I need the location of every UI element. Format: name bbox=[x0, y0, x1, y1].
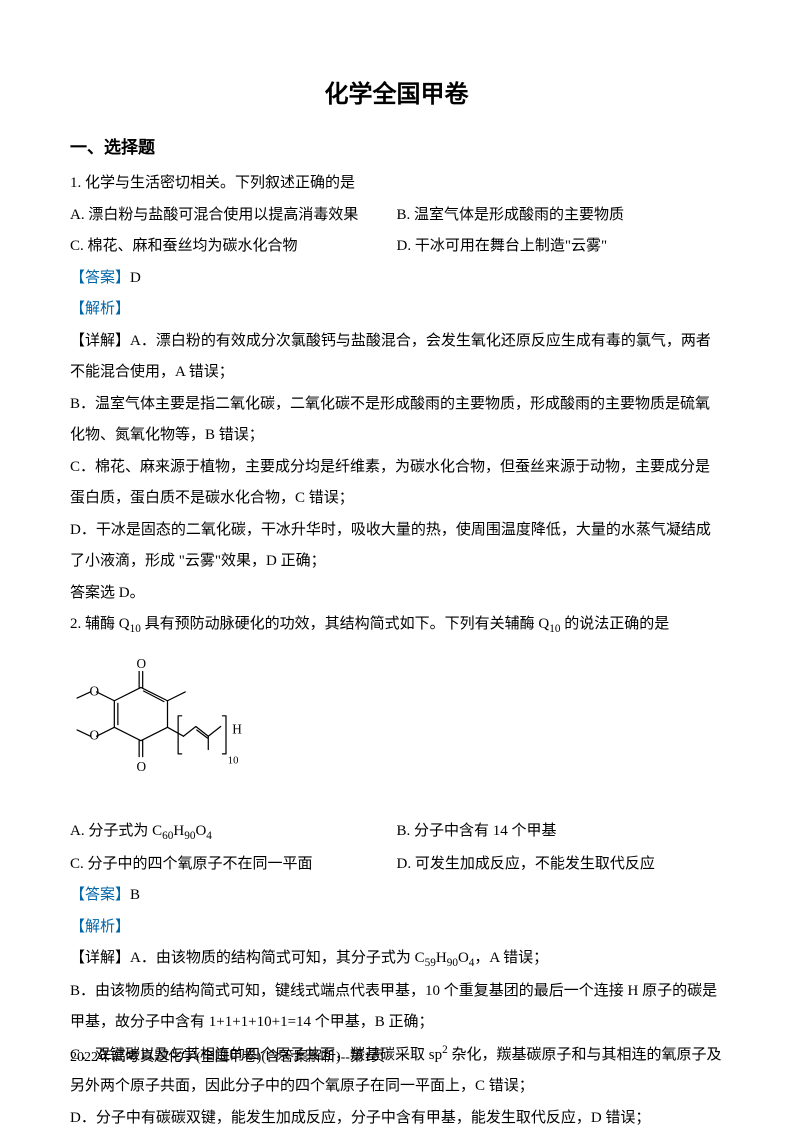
q2-da-post: ，A 错误； bbox=[474, 950, 548, 966]
analysis-label: 【解析】 bbox=[70, 912, 723, 944]
q1-options-row-2: C. 棉花、麻和蚕丝均为碳水化合物 D. 干冰可用在舞台上制造"云雾" bbox=[70, 231, 723, 263]
q2-stem-sub1: 10 bbox=[130, 623, 141, 635]
svg-text:O: O bbox=[90, 727, 100, 742]
svg-text:10: 10 bbox=[228, 755, 239, 766]
q1-detail-b: B．温室气体主要是指二氧化碳，二氧化碳不是形成酸雨的主要物质，形成酸雨的主要物质… bbox=[70, 389, 723, 452]
svg-text:O: O bbox=[136, 758, 146, 773]
q1-option-d: D. 干冰可用在舞台上制造"云雾" bbox=[397, 231, 724, 263]
q2-da-m1: H bbox=[436, 950, 447, 966]
q1-detail-a: 【详解】A．漂白粉的有效成分次氯酸钙与盐酸混合，会发生氧化还原反应生成有毒的氯气… bbox=[70, 326, 723, 389]
q2-option-b: B. 分子中含有 14 个甲基 bbox=[397, 816, 724, 849]
q2-detail-d: D．分子中有碳碳双键，能发生加成反应，分子中含有甲基，能发生取代反应，D 错误； bbox=[70, 1103, 723, 1134]
q2-da-m2: O bbox=[458, 950, 469, 966]
page-title: 化学全国甲卷 bbox=[70, 70, 723, 120]
q2-stem: 2. 辅酶 Q10 具有预防动脉硬化的功效，其结构简式如下。下列有关辅酶 Q10… bbox=[70, 609, 723, 642]
q1-option-b: B. 温室气体是形成酸雨的主要物质 bbox=[397, 200, 724, 232]
svg-text:O: O bbox=[90, 683, 100, 698]
q2-stem-post: 的说法正确的是 bbox=[560, 616, 669, 632]
answer-value: B bbox=[130, 887, 140, 903]
answer-label: 【答案】 bbox=[70, 270, 130, 286]
q2-opta-pre: A. 分子式为 C bbox=[70, 823, 162, 839]
q2-option-d: D. 可发生加成反应，不能发生取代反应 bbox=[397, 849, 724, 881]
q1-detail-c: C．棉花、麻来源于植物，主要成分均是纤维素，为碳水化合物，但蚕丝来源于动物，主要… bbox=[70, 452, 723, 515]
svg-text:H: H bbox=[232, 721, 242, 736]
q2-option-c: C. 分子中的四个氧原子不在同一平面 bbox=[70, 849, 397, 881]
answer-label: 【答案】 bbox=[70, 887, 130, 903]
q1-option-c: C. 棉花、麻和蚕丝均为碳水化合物 bbox=[70, 231, 397, 263]
q2-stem-sub2: 10 bbox=[549, 623, 560, 635]
answer-value: D bbox=[130, 270, 141, 286]
q2-opta-sub1: 60 bbox=[162, 830, 173, 842]
q2-da-pre: 【详解】A．由该物质的结构简式可知，其分子式为 C bbox=[70, 950, 425, 966]
q2-opta-sub3: 4 bbox=[206, 830, 212, 842]
q2-option-a: A. 分子式为 C60H90O4 bbox=[70, 816, 397, 849]
q2-da-s2: 90 bbox=[447, 957, 458, 969]
q2-opta-mid2: O bbox=[195, 823, 206, 839]
chemical-structure-diagram: O O O O H 10 bbox=[70, 652, 265, 794]
q2-detail-a: 【详解】A．由该物质的结构简式可知，其分子式为 C59H90O4，A 错误； bbox=[70, 943, 723, 976]
q2-da-s1: 59 bbox=[425, 957, 436, 969]
q1-final: 答案选 D。 bbox=[70, 578, 723, 610]
q1-detail-d: D．干冰是固态的二氧化碳，干冰升华时，吸收大量的热，使周围温度降低，大量的水蒸气… bbox=[70, 515, 723, 578]
q2-stem-mid: 具有预防动脉硬化的功效，其结构简式如下。下列有关辅酶 Q bbox=[141, 616, 549, 632]
q1-option-a: A. 漂白粉与盐酸可混合使用以提高消毒效果 bbox=[70, 200, 397, 232]
q2-opta-sub2: 90 bbox=[184, 830, 195, 842]
q1-answer: 【答案】D bbox=[70, 263, 723, 295]
q2-options-row-1: A. 分子式为 C60H90O4 B. 分子中含有 14 个甲基 bbox=[70, 816, 723, 849]
svg-text:O: O bbox=[136, 656, 146, 671]
q2-options-row-2: C. 分子中的四个氧原子不在同一平面 D. 可发生加成反应，不能发生取代反应 bbox=[70, 849, 723, 881]
q1-stem: 1. 化学与生活密切相关。下列叙述正确的是 bbox=[70, 168, 723, 200]
q2-answer: 【答案】B bbox=[70, 880, 723, 912]
analysis-label: 【解析】 bbox=[70, 294, 723, 326]
q1-options-row-1: A. 漂白粉与盐酸可混合使用以提高消毒效果 B. 温室气体是形成酸雨的主要物质 bbox=[70, 200, 723, 232]
q2-stem-pre: 2. 辅酶 Q bbox=[70, 616, 130, 632]
section-heading: 一、选择题 bbox=[70, 130, 723, 166]
q2-detail-b: B．由该物质的结构简式可知，键线式端点代表甲基，10 个重复基团的最后一个连接 … bbox=[70, 976, 723, 1039]
page-footer: 2022年高考真题化学(全国甲卷)(含答案解析)--第1页 bbox=[70, 1043, 385, 1072]
q2-opta-mid1: H bbox=[173, 823, 184, 839]
